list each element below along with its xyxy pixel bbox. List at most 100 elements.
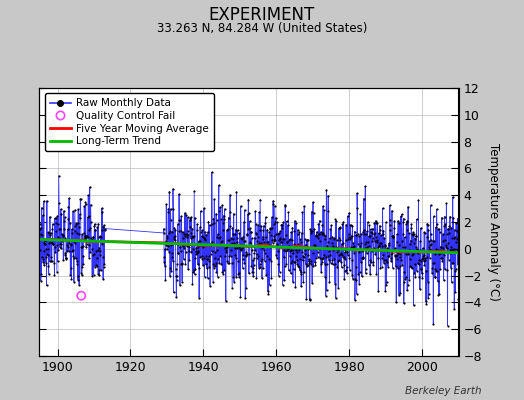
Point	[447, 235, 456, 242]
Point	[213, 246, 221, 253]
Point	[246, 225, 254, 232]
Point	[87, 218, 95, 225]
Point	[259, 265, 267, 271]
Point	[444, 257, 453, 263]
Point	[180, 230, 188, 237]
Point	[423, 220, 431, 227]
Point	[307, 261, 315, 267]
Point	[367, 229, 376, 235]
Point	[228, 260, 236, 266]
Point	[41, 253, 50, 260]
Point	[359, 254, 368, 260]
Point	[251, 247, 259, 253]
Point	[446, 244, 455, 250]
Point	[190, 188, 199, 194]
Point	[298, 209, 307, 215]
Point	[43, 252, 52, 258]
Point	[224, 226, 232, 232]
Point	[244, 196, 253, 203]
Point	[386, 217, 395, 224]
Point	[390, 247, 398, 253]
Point	[228, 285, 236, 291]
Point	[65, 240, 73, 246]
Point	[174, 228, 183, 234]
Point	[307, 229, 315, 236]
Point	[207, 242, 215, 248]
Point	[254, 234, 262, 240]
Point	[231, 254, 239, 261]
Point	[443, 267, 452, 273]
Point	[245, 270, 253, 277]
Point	[88, 236, 96, 243]
Point	[402, 226, 411, 233]
Point	[53, 234, 62, 240]
Point	[54, 221, 63, 228]
Point	[416, 247, 424, 254]
Point	[364, 219, 372, 225]
Point	[74, 273, 83, 279]
Point	[275, 236, 283, 243]
Point	[402, 218, 411, 225]
Point	[230, 240, 238, 246]
Point	[452, 220, 460, 226]
Point	[306, 226, 314, 232]
Point	[267, 258, 275, 264]
Point	[183, 243, 191, 250]
Point	[282, 239, 291, 246]
Point	[96, 233, 105, 240]
Point	[305, 260, 313, 266]
Point	[335, 224, 344, 230]
Point	[55, 226, 63, 232]
Point	[270, 202, 279, 209]
Point	[256, 196, 264, 203]
Point	[330, 256, 338, 262]
Point	[222, 244, 231, 250]
Point	[306, 295, 314, 302]
Point	[263, 226, 271, 233]
Point	[213, 216, 221, 223]
Point	[302, 237, 311, 244]
Point	[206, 251, 215, 257]
Point	[383, 245, 391, 251]
Point	[46, 214, 54, 220]
Point	[293, 226, 302, 233]
Point	[433, 226, 442, 232]
Point	[325, 248, 333, 254]
Point	[303, 263, 311, 269]
Point	[181, 210, 189, 216]
Point	[376, 222, 384, 229]
Point	[38, 254, 46, 260]
Point	[372, 271, 380, 277]
Point	[292, 257, 301, 263]
Point	[362, 270, 370, 277]
Point	[369, 258, 378, 265]
Point	[301, 260, 310, 267]
Point	[69, 253, 78, 260]
Point	[366, 232, 374, 239]
Point	[169, 186, 177, 192]
Point	[436, 244, 445, 250]
Point	[350, 243, 358, 249]
Point	[214, 231, 222, 238]
Point	[40, 240, 49, 246]
Point	[248, 268, 256, 275]
Point	[165, 230, 173, 236]
Point	[242, 249, 250, 256]
Point	[385, 222, 394, 228]
Point	[71, 207, 79, 213]
Point	[66, 237, 74, 244]
Point	[352, 232, 360, 238]
Point	[66, 220, 74, 226]
Point	[435, 226, 443, 232]
Point	[252, 221, 260, 227]
Point	[261, 220, 269, 226]
Point	[399, 231, 407, 238]
Point	[407, 221, 416, 228]
Point	[173, 221, 182, 227]
Point	[289, 279, 297, 286]
Point	[439, 244, 447, 251]
Point	[181, 241, 189, 247]
Point	[367, 248, 376, 254]
Point	[202, 252, 211, 259]
Point	[252, 275, 260, 282]
